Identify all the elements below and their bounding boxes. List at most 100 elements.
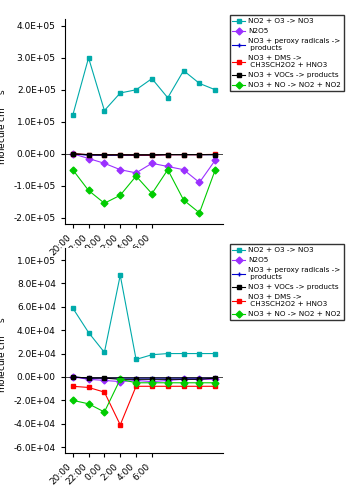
NO3 + VOCs -> products (181, 152, 186, 158)
Y-axis label: molecule cm$^{-3}$ s$^{-1}$: molecule cm$^{-3}$ s$^{-1}$ (0, 308, 8, 393)
NO3 + DMS ->
 CH3SCH2O2 + HNO3 (213, 151, 217, 157)
Line: N2O5: N2O5 (70, 375, 218, 384)
NO3 + NO -> NO2 + NO2 (118, 376, 122, 382)
NO3 + DMS ->
 CH3SCH2O2 + HNO3 (197, 383, 202, 389)
NO3 + peroxy radicals ->
 products (150, 152, 154, 158)
Line: NO2 + O3 -> NO3: NO2 + O3 -> NO3 (70, 273, 218, 362)
NO3 + peroxy radicals ->
 products (166, 152, 170, 158)
N2O5 (86, 376, 91, 382)
Line: NO3 + NO -> NO2 + NO2: NO3 + NO -> NO2 + NO2 (70, 167, 218, 215)
NO3 + DMS ->
 CH3SCH2O2 + HNO3 (166, 383, 170, 389)
Line: NO3 + DMS ->
 CH3SCH2O2 + HNO3: NO3 + DMS -> CH3SCH2O2 + HNO3 (70, 151, 218, 157)
Legend: NO2 + O3 -> NO3, N2O5, NO3 + peroxy radicals ->
 products, NO3 + DMS ->
 CH3SCH2: NO2 + O3 -> NO3, N2O5, NO3 + peroxy radi… (230, 16, 344, 91)
NO3 + DMS ->
 CH3SCH2O2 + HNO3 (86, 152, 91, 158)
NO3 + peroxy radicals ->
 products (213, 152, 217, 158)
Line: NO3 + VOCs -> products: NO3 + VOCs -> products (70, 151, 218, 157)
NO3 + VOCs -> products (150, 152, 154, 158)
NO3 + peroxy radicals ->
 products (134, 375, 138, 381)
X-axis label: Time (GMT): Time (GMT) (114, 263, 174, 273)
NO2 + O3 -> NO3 (166, 351, 170, 356)
NO2 + O3 -> NO3 (102, 108, 107, 113)
NO2 + O3 -> NO3 (150, 75, 154, 81)
NO3 + peroxy radicals ->
 products (197, 375, 202, 381)
NO3 + DMS ->
 CH3SCH2O2 + HNO3 (86, 385, 91, 391)
NO3 + VOCs -> products (118, 152, 122, 158)
NO2 + O3 -> NO3 (118, 90, 122, 96)
NO3 + DMS ->
 CH3SCH2O2 + HNO3 (102, 389, 107, 395)
NO3 + NO -> NO2 + NO2 (134, 380, 138, 386)
NO3 + VOCs -> products (102, 375, 107, 381)
N2O5 (181, 376, 186, 382)
N2O5 (166, 164, 170, 169)
NO3 + peroxy radicals ->
 products (102, 152, 107, 158)
NO3 + DMS ->
 CH3SCH2O2 + HNO3 (134, 383, 138, 389)
NO3 + VOCs -> products (118, 376, 122, 382)
NO2 + O3 -> NO3 (213, 351, 217, 356)
NO3 + VOCs -> products (197, 376, 202, 382)
NO3 + NO -> NO2 + NO2 (86, 401, 91, 407)
N2O5 (118, 167, 122, 172)
NO3 + VOCs -> products (102, 152, 107, 158)
NO3 + DMS ->
 CH3SCH2O2 + HNO3 (71, 151, 75, 157)
NO2 + O3 -> NO3 (197, 80, 202, 86)
NO3 + VOCs -> products (197, 152, 202, 158)
N2O5 (213, 157, 217, 163)
NO3 + peroxy radicals ->
 products (213, 375, 217, 381)
NO3 + DMS ->
 CH3SCH2O2 + HNO3 (102, 152, 107, 158)
NO3 + VOCs -> products (86, 375, 91, 381)
NO3 + DMS ->
 CH3SCH2O2 + HNO3 (150, 152, 154, 158)
Line: NO3 + NO -> NO2 + NO2: NO3 + NO -> NO2 + NO2 (70, 377, 218, 414)
NO2 + O3 -> NO3 (71, 305, 75, 311)
NO3 + DMS ->
 CH3SCH2O2 + HNO3 (71, 383, 75, 389)
NO3 + NO -> NO2 + NO2 (181, 197, 186, 203)
NO3 + peroxy radicals ->
 products (118, 375, 122, 381)
NO3 + peroxy radicals ->
 products (86, 152, 91, 158)
NO3 + NO -> NO2 + NO2 (197, 210, 202, 216)
NO3 + VOCs -> products (213, 375, 217, 381)
NO3 + NO -> NO2 + NO2 (134, 173, 138, 179)
NO3 + NO -> NO2 + NO2 (213, 380, 217, 386)
Line: N2O5: N2O5 (70, 151, 218, 185)
NO3 + NO -> NO2 + NO2 (102, 200, 107, 206)
NO3 + VOCs -> products (134, 376, 138, 382)
NO3 + DMS ->
 CH3SCH2O2 + HNO3 (197, 152, 202, 158)
NO3 + DMS ->
 CH3SCH2O2 + HNO3 (134, 152, 138, 158)
NO3 + DMS ->
 CH3SCH2O2 + HNO3 (166, 152, 170, 158)
N2O5 (71, 374, 75, 380)
NO3 + NO -> NO2 + NO2 (213, 167, 217, 172)
NO3 + peroxy radicals ->
 products (150, 375, 154, 381)
NO3 + NO -> NO2 + NO2 (71, 167, 75, 172)
NO3 + DMS ->
 CH3SCH2O2 + HNO3 (181, 383, 186, 389)
N2O5 (102, 160, 107, 166)
NO2 + O3 -> NO3 (71, 112, 75, 118)
NO3 + NO -> NO2 + NO2 (181, 380, 186, 386)
NO3 + NO -> NO2 + NO2 (71, 397, 75, 403)
Y-axis label: molecule cm$^{-3}$ s$^{-1}$: molecule cm$^{-3}$ s$^{-1}$ (0, 79, 8, 165)
N2O5 (71, 151, 75, 157)
NO3 + VOCs -> products (166, 152, 170, 158)
NO2 + O3 -> NO3 (86, 330, 91, 336)
N2O5 (102, 377, 107, 383)
NO2 + O3 -> NO3 (150, 352, 154, 357)
NO3 + NO -> NO2 + NO2 (118, 192, 122, 198)
NO2 + O3 -> NO3 (86, 55, 91, 61)
NO2 + O3 -> NO3 (181, 351, 186, 356)
Line: NO3 + peroxy radicals ->
 products: NO3 + peroxy radicals -> products (70, 375, 218, 380)
NO2 + O3 -> NO3 (134, 356, 138, 362)
N2O5 (134, 170, 138, 176)
NO3 + peroxy radicals ->
 products (102, 375, 107, 381)
NO3 + NO -> NO2 + NO2 (166, 167, 170, 172)
NO2 + O3 -> NO3 (102, 350, 107, 356)
Legend: NO2 + O3 -> NO3, N2O5, NO3 + peroxy radicals ->
 products, NO3 + VOCs -> product: NO2 + O3 -> NO3, N2O5, NO3 + peroxy radi… (230, 244, 344, 320)
NO3 + VOCs -> products (86, 152, 91, 158)
N2O5 (150, 379, 154, 385)
Line: NO3 + DMS ->
 CH3SCH2O2 + HNO3: NO3 + DMS -> CH3SCH2O2 + HNO3 (70, 384, 218, 427)
Line: NO3 + peroxy radicals ->
 products: NO3 + peroxy radicals -> products (70, 151, 218, 158)
N2O5 (118, 379, 122, 385)
NO3 + VOCs -> products (150, 376, 154, 382)
NO3 + NO -> NO2 + NO2 (102, 409, 107, 415)
NO2 + O3 -> NO3 (134, 87, 138, 93)
NO3 + DMS ->
 CH3SCH2O2 + HNO3 (181, 152, 186, 158)
NO3 + peroxy radicals ->
 products (181, 152, 186, 158)
NO3 + peroxy radicals ->
 products (134, 152, 138, 158)
